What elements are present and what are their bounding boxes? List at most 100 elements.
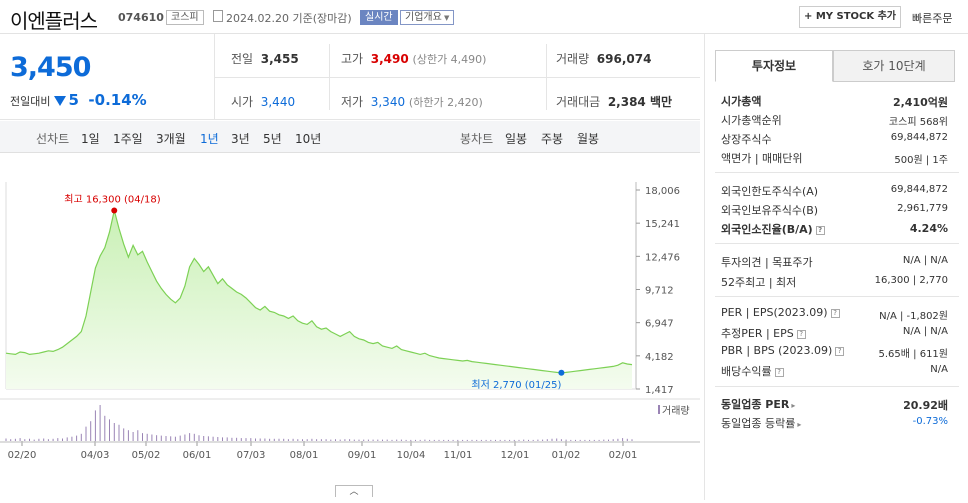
pbr-row: PBR | BPS (2023.09)?	[721, 344, 845, 357]
y-tick-label: 9,712	[645, 286, 674, 297]
shares-label: 상장주식수	[721, 133, 772, 146]
calendar-icon	[213, 10, 223, 22]
dividend-value: N/A	[930, 364, 948, 375]
rank-label: 시가총액순위	[721, 114, 782, 127]
price-chart[interactable]: 18,006 15,241 12,476 9,712 6,947 4,182 1,417 02…	[0, 153, 700, 500]
amount-label: 거래대금	[556, 95, 601, 109]
volume-legend-label: 거래량	[662, 405, 690, 417]
help-icon[interactable]: ?	[815, 226, 825, 235]
tab-1d[interactable]: 1일	[81, 132, 100, 146]
arrow-right-icon: ▸	[797, 420, 802, 429]
volume-label: 거래량	[556, 52, 590, 66]
market-cap-label: 시가총액	[721, 95, 762, 108]
price-chart-svg[interactable]: 18,006 15,241 12,476 9,712 6,947 4,182 1,417 02…	[0, 153, 700, 500]
tab-1w[interactable]: 1주일	[113, 132, 143, 146]
help-icon[interactable]: ?	[774, 368, 784, 377]
tab-daily[interactable]: 일봉	[505, 132, 528, 146]
foreign-ratio-value: 4.24%	[909, 222, 948, 235]
high-marker	[111, 207, 118, 214]
x-tick-label: 02/01	[609, 450, 638, 461]
y-tick-label: 6,947	[645, 319, 674, 330]
low-value: 3,340	[370, 95, 406, 109]
add-mystock-button[interactable]: + MY STOCK 추가	[799, 6, 901, 28]
rank-value: 코스피 568위	[888, 117, 948, 128]
tab-monthly[interactable]: 월봉	[577, 132, 600, 146]
lower-limit: (하한가 2,420)	[408, 96, 483, 109]
dividend-row: 배당수익률?	[721, 363, 784, 379]
x-tick-label: 09/01	[348, 450, 377, 461]
y-tick-label: 15,241	[645, 219, 680, 230]
tab-10y[interactable]: 10년	[295, 132, 322, 146]
line-chart-label: 선차트	[36, 132, 70, 146]
tab-3m[interactable]: 3개월	[156, 132, 186, 146]
sector-per-value: 20.92배	[903, 399, 948, 412]
change-percent: -0.14%	[88, 91, 147, 109]
sector-rate-label: 동일업종 등락률	[721, 417, 796, 430]
prev-close-value: 3,455	[260, 52, 299, 66]
x-tick-label: 02/20	[8, 450, 37, 461]
x-tick-label: 05/02	[132, 450, 161, 461]
change-value: 5	[68, 91, 79, 109]
foreign-ratio-row: 외국인소진율(B/A)?	[721, 221, 825, 237]
volume-value: 696,074	[596, 52, 652, 66]
market-cap-value: 2,410억원	[892, 96, 948, 109]
volume-legend-swatch	[658, 405, 660, 414]
foreign-limit-value: 69,844,872	[890, 184, 948, 195]
chevron-down-icon: ▼	[441, 14, 450, 22]
help-icon[interactable]: ?	[830, 309, 840, 318]
sector-per-label: 동일업종 PER	[721, 398, 790, 411]
price-summary: 3,450 전일대비 5 -0.14% 전일 3,455 고가 3,490 (상한…	[0, 34, 700, 120]
stock-header: 이엔플러스 074610 코스피 2024.02.20 기준(장마감) 실시간 …	[0, 0, 968, 34]
y-tick-label: 1,417	[645, 385, 674, 396]
company-info-label: 기업개요	[405, 12, 442, 23]
sector-rate-row[interactable]: 동일업종 등락률 ▸	[721, 415, 801, 431]
tab-weekly[interactable]: 주봉	[541, 132, 564, 146]
volume-stat: 거래량 696,074	[556, 50, 651, 67]
stock-name: 이엔플러스	[10, 9, 98, 33]
opinion-value: N/A | N/A	[902, 255, 948, 266]
high-stat: 고가 3,490 (상한가 4,490)	[341, 50, 486, 67]
high-annotation: 최고 16,300 (04/18)	[64, 193, 160, 205]
foreign-hold-label: 외국인보유주식수(B)	[721, 204, 819, 217]
amount-stat: 거래대금 2,384 백만	[556, 93, 672, 110]
help-icon[interactable]: ?	[835, 347, 845, 356]
quick-order-link[interactable]: 빠른주문	[912, 12, 953, 25]
price-area	[6, 210, 632, 389]
pbr-label: PBR | BPS (2023.09)	[721, 344, 833, 357]
open-value: 3,440	[260, 95, 296, 109]
foreign-hold-value: 2,961,779	[897, 203, 948, 214]
collapse-chart-button[interactable]: ︿	[335, 485, 373, 497]
low-annotation: 최저 2,770 (01/25)	[471, 379, 561, 391]
chevron-up-icon: ︿	[349, 487, 359, 497]
x-tick-label: 10/04	[397, 450, 426, 461]
tab-5y[interactable]: 5년	[263, 132, 282, 146]
per-value: N/A | -1,802원	[879, 311, 948, 322]
realtime-tag[interactable]: 실시간	[360, 10, 398, 25]
low-label: 저가	[341, 95, 364, 109]
price-line	[5, 210, 633, 374]
arrow-right-icon: ▸	[791, 401, 796, 410]
w52-value: 16,300 | 2,770	[874, 275, 948, 286]
low-marker	[558, 369, 565, 376]
est-per-value: N/A | N/A	[902, 326, 948, 337]
dividend-label: 배당수익률	[721, 365, 772, 378]
opinion-label: 투자의견 | 목표주가	[721, 256, 813, 269]
x-tick-label: 08/01	[290, 450, 319, 461]
help-icon[interactable]: ?	[796, 330, 806, 339]
shares-value: 69,844,872	[890, 132, 948, 143]
par-value: 500원 | 1주	[894, 155, 948, 166]
price-change: 전일대비 5 -0.14%	[10, 91, 147, 109]
tab-1y[interactable]: 1년	[200, 132, 219, 146]
sector-rate-value: -0.73%	[912, 416, 948, 427]
company-info-dropdown[interactable]: 기업개요 ▼	[400, 10, 455, 25]
prev-close-label: 전일	[231, 52, 254, 66]
chart-period-tabs: 선차트 1일 1주일 3개월 1년 3년 5년 10년 봉차트 일봉 주봉 월봉	[0, 121, 700, 153]
market-badge: 코스피	[166, 10, 204, 25]
open-label: 시가	[231, 95, 254, 109]
x-tick-label: 01/02	[552, 450, 581, 461]
tab-hoga[interactable]: 호가 10단계	[833, 50, 955, 82]
tab-invest-info[interactable]: 투자정보	[715, 50, 833, 82]
open-stat: 시가 3,440	[231, 93, 295, 110]
sector-per-row[interactable]: 동일업종 PER ▸	[721, 396, 795, 412]
tab-3y[interactable]: 3년	[231, 132, 250, 146]
